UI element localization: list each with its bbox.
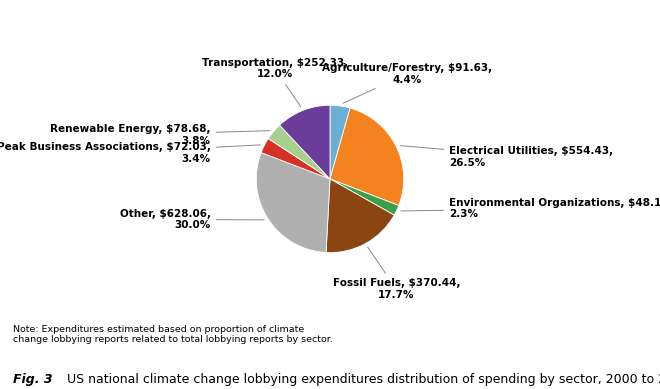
Wedge shape [261, 138, 330, 179]
Text: Agriculture/Forestry, $91.63,
4.4%: Agriculture/Forestry, $91.63, 4.4% [322, 63, 492, 103]
Text: Fig. 3  US national climate change lobbying expenditures distribution of spendin: Fig. 3 US national climate change lobbyi… [0, 388, 1, 389]
Text: Fossil Fuels, $370.44,
17.7%: Fossil Fuels, $370.44, 17.7% [333, 247, 460, 300]
Text: US national climate change lobbying expenditures distribution of spending by sec: US national climate change lobbying expe… [59, 373, 660, 386]
Wedge shape [269, 125, 330, 179]
Wedge shape [280, 105, 330, 179]
Wedge shape [256, 152, 330, 252]
Text: Note: Expenditures estimated based on proportion of climate
change lobbying repo: Note: Expenditures estimated based on pr… [13, 325, 333, 344]
Wedge shape [330, 179, 399, 215]
Wedge shape [330, 105, 350, 179]
Text: Transportation, $252.33,
12.0%: Transportation, $252.33, 12.0% [201, 58, 348, 107]
Text: Renewable Energy, $78.68,
3.8%: Renewable Energy, $78.68, 3.8% [50, 124, 270, 145]
Text: Peak Business Associations, $72.03,
3.4%: Peak Business Associations, $72.03, 3.4% [0, 142, 260, 164]
Wedge shape [326, 179, 394, 252]
Wedge shape [330, 108, 404, 205]
Text: Environmental Organizations, $48.19,
2.3%: Environmental Organizations, $48.19, 2.3… [401, 198, 660, 219]
Text: Other, $628.06,
30.0%: Other, $628.06, 30.0% [119, 209, 264, 230]
Text: Electrical Utilities, $554.43,
26.5%: Electrical Utilities, $554.43, 26.5% [400, 145, 614, 168]
Text: Fig. 3: Fig. 3 [13, 373, 53, 386]
